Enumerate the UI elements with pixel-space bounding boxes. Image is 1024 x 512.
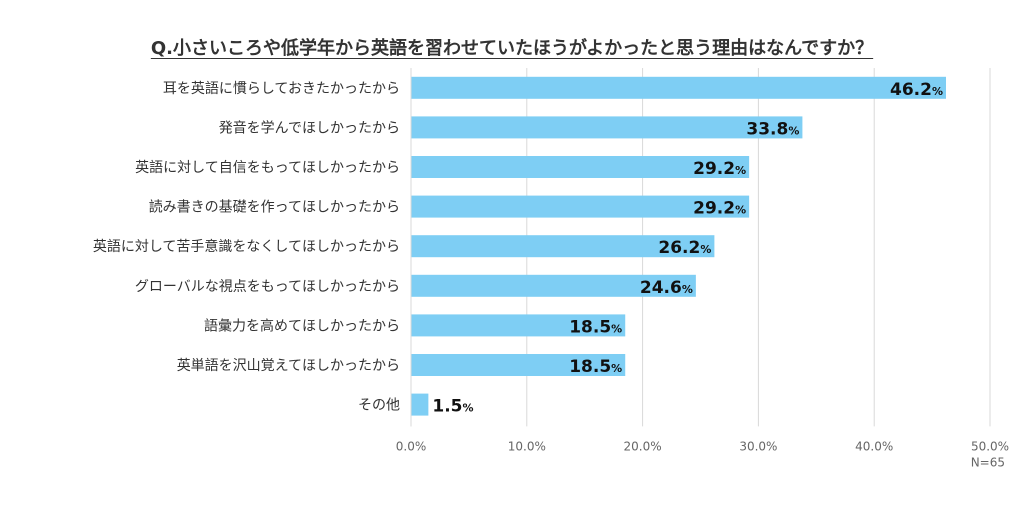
category-label: 英語に対して自信をもってほしかったから [135, 159, 400, 176]
data-label-unit: % [735, 164, 746, 177]
data-label: 18.5% [569, 357, 622, 377]
bar [411, 195, 750, 218]
data-label: 26.2% [658, 238, 711, 258]
category-label: グローバルな視点をもってほしかったから [135, 279, 400, 295]
bar [411, 235, 715, 258]
bar [411, 314, 626, 337]
bar [411, 116, 803, 139]
data-label-unit: % [735, 204, 746, 217]
category-label: 発音を学んでほしかったから [219, 119, 400, 136]
bar [411, 354, 626, 376]
data-label-unit: % [682, 283, 693, 296]
category-label: 英語に対して苦手意識をなくしてほしかったから [93, 238, 400, 255]
x-tick-label: 40.0% [855, 439, 893, 453]
bar [411, 156, 750, 178]
category-label: 耳を英語に慣らしておきたかったから [163, 80, 400, 97]
data-label: 18.5% [569, 317, 622, 337]
data-label-unit: % [611, 362, 622, 375]
bar [411, 274, 696, 297]
data-label-unit: % [611, 322, 622, 335]
x-tick-label: 50.0% [971, 439, 1009, 453]
category-label: その他 [358, 398, 400, 414]
data-label-unit: % [700, 243, 711, 256]
x-tick-label: 30.0% [739, 439, 777, 453]
data-label-unit: % [788, 124, 799, 137]
sample-size-note: N=65 [971, 455, 1005, 469]
x-tick-label: 10.0% [508, 439, 546, 453]
data-label-unit: % [462, 402, 473, 415]
data-label: 33.8% [746, 119, 799, 139]
data-label-unit: % [932, 85, 943, 98]
bar [411, 393, 429, 416]
data-label: 1.5% [432, 397, 473, 417]
x-tick-label: 20.0% [624, 439, 662, 453]
bar [411, 76, 946, 99]
category-label: 読み書きの基礎を作ってほしかったから [149, 199, 400, 216]
data-label: 46.2% [890, 80, 943, 100]
data-label: 29.2% [693, 159, 746, 179]
data-label: 29.2% [693, 199, 746, 219]
category-label: 語彙力を高めてほしかったから [204, 317, 400, 334]
chart-title-text: Q.小さいころや低学年から英語を習わせていたほうがよかったと思う理由はなんですか… [150, 38, 874, 59]
x-tick-label: 0.0% [396, 439, 427, 453]
data-label: 24.6% [640, 278, 693, 298]
category-label: 英単語を沢山覚えてほしかったから [177, 357, 400, 374]
chart-title: Q.小さいころや低学年から英語を習わせていたほうがよかったと思う理由はなんですか… [0, 34, 1024, 60]
